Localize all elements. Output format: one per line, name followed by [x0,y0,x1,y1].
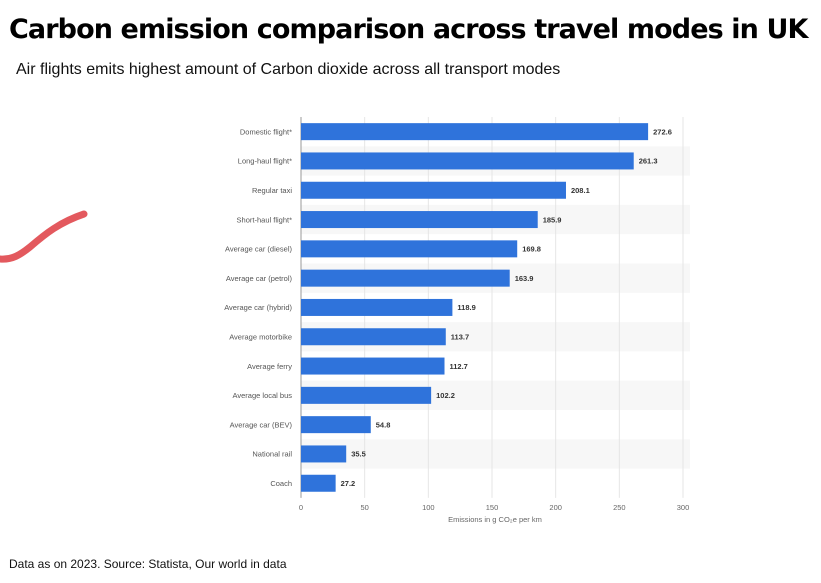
category-label: Average local bus [233,391,293,400]
value-label: 208.1 [571,186,590,195]
bar [301,181,566,199]
value-label: 112.7 [450,362,468,371]
bar [301,240,518,258]
bar [301,445,347,463]
value-label: 118.9 [457,303,475,312]
category-label: Domestic flight* [240,127,292,136]
x-tick-label: 100 [422,503,435,512]
bar [301,123,649,141]
page-subtitle: Air flights emits highest amount of Carb… [16,61,561,78]
x-tick-label: 50 [360,503,368,512]
value-label: 163.9 [515,274,534,283]
bar [301,211,538,229]
x-tick-label: 150 [486,503,499,512]
value-label: 261.3 [639,157,658,166]
bar [301,474,336,492]
value-label: 113.7 [451,332,469,341]
bar [301,386,432,404]
value-label: 27.2 [341,479,356,488]
category-label: Average car (hybrid) [224,303,292,312]
x-tick-label: 200 [549,503,562,512]
x-tick-label: 0 [299,503,303,512]
category-label: Average car (diesel) [225,245,292,254]
bar [301,269,510,287]
value-labels: 272.6 261.3 208.1 185.9 169.8 163.9 118.9 113.7… [341,127,672,488]
page-title: Carbon emission comparison across travel… [9,14,808,45]
source-footnote: Data as on 2023. Source: Statista, Our w… [9,557,287,571]
bar [301,416,371,434]
value-label: 185.9 [543,215,562,224]
value-label: 169.8 [522,245,541,254]
bar [301,298,453,316]
row-band [301,439,690,469]
x-tick-label: 250 [613,503,626,512]
x-tick-labels: 0 50 100 150 200 250 300 [299,503,689,512]
category-label: Regular taxi [252,186,292,195]
value-label: 54.8 [376,420,391,429]
value-label: 102.2 [436,391,455,400]
category-label: Average motorbike [229,332,292,341]
bar [301,328,446,346]
value-label: 35.5 [351,450,366,459]
category-labels: Domestic flight* Long-haul flight* Regular… [224,127,292,488]
category-label: Short-haul flight* [237,215,293,224]
category-label: Average car (petrol) [226,274,293,283]
x-tick-label: 300 [677,503,690,512]
value-label: 272.6 [653,127,672,136]
x-axis-label: Emissions in g CO₂e per km [448,515,542,524]
category-label: Long-haul flight* [238,157,292,166]
category-label: Coach [270,479,292,488]
category-label: National rail [252,450,292,459]
bar [301,357,445,375]
category-label: Average car (BEV) [230,420,293,429]
bars [301,123,649,492]
bar [301,152,634,170]
category-label: Average ferry [247,362,292,371]
